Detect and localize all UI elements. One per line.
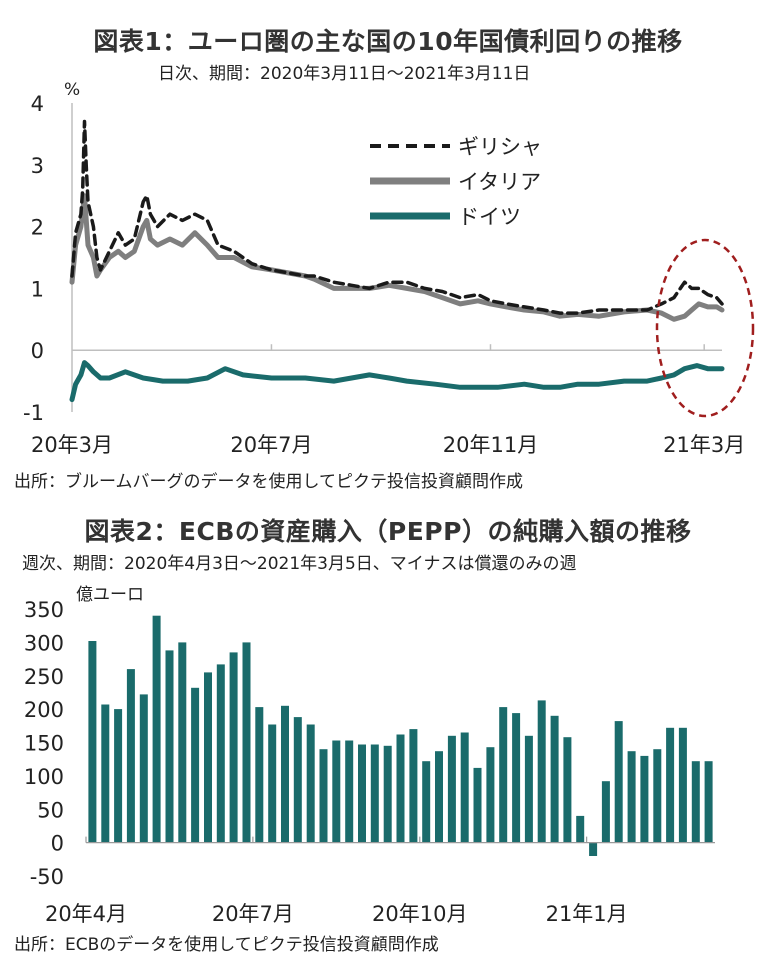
bar: [486, 747, 495, 843]
legend-label-1: イタリア: [458, 170, 541, 194]
bar: [550, 715, 559, 843]
y-tick-label: 150: [24, 732, 64, 756]
bar: [653, 749, 662, 843]
bar: [139, 694, 148, 843]
x-tick-label: 20年4月: [45, 902, 127, 926]
bar: [499, 707, 508, 843]
y-tick-label: 300: [24, 631, 64, 655]
bar: [152, 615, 161, 843]
chart1-title: 図表1：ユーロ圏の主な国の10年国債利回りの推移: [93, 27, 683, 56]
bar: [691, 761, 700, 843]
bar: [204, 672, 212, 843]
bar: [358, 744, 366, 843]
y-tick-label: 0: [51, 832, 64, 856]
x-tick-label: 21年3月: [663, 433, 745, 457]
chart2-subtitle: 週次、期間：2020年4月3日～2021年3月5日、マイナスは償還のみの週: [22, 554, 577, 574]
y-tick-label: 100: [24, 765, 64, 789]
bar: [589, 842, 598, 856]
y-tick-label: 1: [31, 277, 44, 301]
bar: [473, 767, 482, 843]
legend-label-2: ドイツ: [458, 205, 521, 229]
bar: [281, 705, 289, 843]
y-tick-label: 200: [24, 698, 64, 722]
bar: [319, 749, 328, 843]
bar: [447, 735, 456, 843]
bar: [537, 700, 546, 843]
y-tick-label: 50: [37, 798, 64, 822]
y-tick-label: 350: [24, 598, 64, 622]
bar: [422, 761, 431, 843]
bar: [293, 717, 302, 843]
bar: [460, 732, 469, 843]
bar: [563, 737, 572, 843]
series-line-2: [69, 360, 725, 403]
highlight-ellipse: [655, 238, 755, 418]
y-tick-label: -50: [30, 865, 64, 889]
y-tick-label: 0: [31, 339, 44, 363]
bar: [101, 704, 110, 843]
bar: [435, 751, 443, 843]
bar: [345, 740, 354, 843]
bar: [255, 707, 264, 843]
x-tick-label: 20年11月: [443, 433, 538, 457]
bar: [396, 734, 405, 843]
bar: [383, 745, 392, 843]
bar: [704, 761, 713, 843]
series-line-0: [70, 119, 724, 315]
chart2-title: 図表2：ECBの資産購入（PEPP）の純購入額の推移: [84, 517, 692, 546]
bar: [242, 642, 251, 843]
bar: [640, 755, 649, 843]
bar: [524, 735, 533, 843]
bar: [409, 729, 418, 843]
chart1-subtitle: 日次、期間：2020年3月11日～2021年3月11日: [158, 64, 531, 84]
x-tick-label: 21年1月: [546, 902, 628, 926]
y-tick-label: 2: [31, 216, 44, 240]
bar: [678, 727, 687, 843]
legend-label-0: ギリシャ: [458, 135, 542, 159]
x-tick-label: 20年3月: [31, 433, 113, 457]
y-tick-label: 250: [24, 665, 64, 689]
bar: [165, 650, 174, 843]
chart2-unit-label: 億ユーロ: [76, 585, 144, 605]
bar: [332, 740, 341, 843]
y-tick-label: -1: [23, 401, 44, 425]
bar: [666, 727, 675, 843]
y-unit-label: %: [64, 80, 80, 100]
bar: [216, 664, 225, 843]
bar: [114, 709, 123, 843]
chart1-source: 出所：ブルームバーグのデータを使用してピクテ投信投資顧問作成: [14, 472, 523, 492]
bar: [627, 751, 636, 843]
bar: [126, 669, 135, 843]
bar: [576, 815, 585, 843]
y-tick-label: 4: [31, 92, 44, 116]
bar: [229, 652, 238, 843]
bar: [512, 713, 521, 843]
bar: [306, 724, 315, 843]
bar: [268, 724, 277, 843]
x-tick-label: 20年10月: [372, 902, 467, 926]
bar: [601, 781, 610, 843]
bar: [88, 641, 97, 843]
chart2-source: 出所：ECBのデータを使用してピクテ投信投資顧問作成: [14, 935, 439, 955]
bar: [370, 744, 379, 843]
bar: [614, 721, 623, 843]
x-tick-label: 20年7月: [230, 433, 312, 457]
y-tick-label: 3: [31, 154, 44, 178]
bar: [178, 642, 187, 843]
bar: [191, 687, 200, 843]
x-tick-label: 20年7月: [212, 902, 294, 926]
